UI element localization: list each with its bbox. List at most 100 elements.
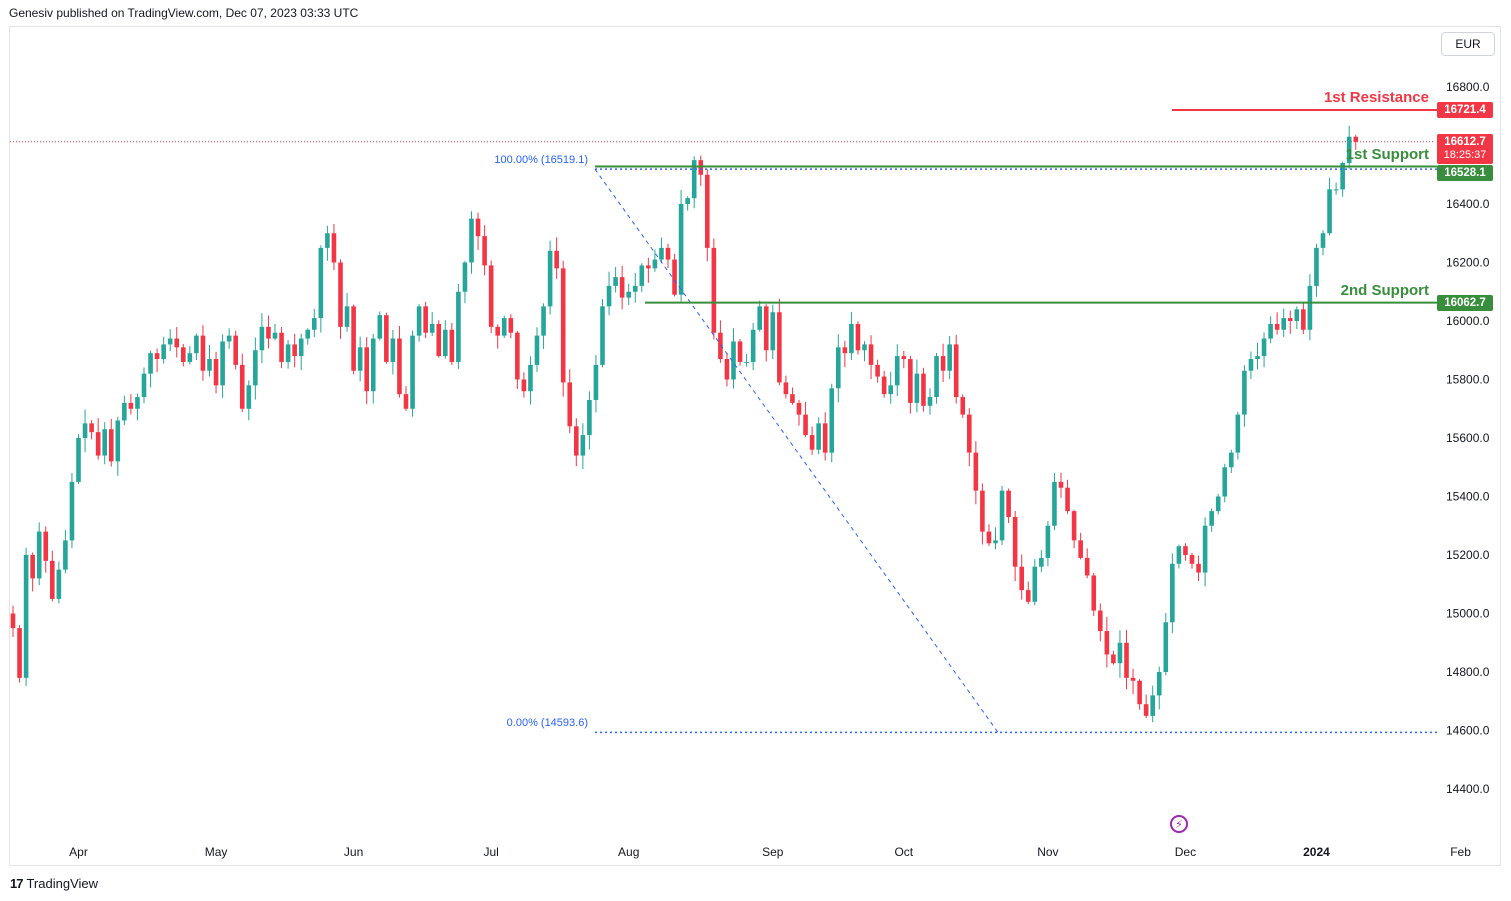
candle-body xyxy=(921,373,926,406)
y-tick-label: 16200.0 xyxy=(1446,256,1490,270)
candle-body xyxy=(17,628,22,678)
candle-body xyxy=(410,335,415,409)
candle-body xyxy=(475,218,481,237)
candle-body xyxy=(646,265,651,269)
candle-body xyxy=(95,432,101,456)
candle-body xyxy=(1340,163,1345,190)
y-tick-label: 15200.0 xyxy=(1446,548,1490,562)
candle-body xyxy=(816,423,821,450)
candle-body xyxy=(1150,695,1155,716)
candle-body xyxy=(325,233,330,248)
candle-body xyxy=(659,247,664,260)
candle-body xyxy=(1045,525,1051,558)
x-tick-label: 2024 xyxy=(1303,845,1330,859)
candle-body xyxy=(1255,356,1260,360)
candle-body xyxy=(619,277,625,298)
candle-body xyxy=(1039,557,1044,567)
candle-body xyxy=(469,218,474,263)
footer-brand[interactable]: 17 TradingView xyxy=(10,876,98,891)
candle-body xyxy=(980,490,985,532)
candle-body xyxy=(1124,642,1129,678)
support-2-price-tag: 16062.7 xyxy=(1437,294,1493,311)
candle-body xyxy=(76,438,81,482)
candle-body xyxy=(875,364,880,377)
x-tick-label: May xyxy=(205,845,228,859)
candle-body xyxy=(718,332,723,360)
candle-body xyxy=(1006,490,1011,517)
lightning-icon[interactable]: ⚡ xyxy=(1170,815,1188,833)
candle-body xyxy=(403,394,409,409)
candle-body xyxy=(364,347,369,392)
candle-body xyxy=(750,329,756,362)
candle-body xyxy=(456,291,461,362)
candle-body xyxy=(678,204,684,295)
candle-body xyxy=(1294,309,1300,321)
candle-body xyxy=(1084,557,1090,576)
y-tick-label: 16000.0 xyxy=(1446,314,1490,328)
fib-low-label: 0.00% (14593.6) xyxy=(506,717,588,730)
candle-body xyxy=(501,318,507,336)
candle-body xyxy=(587,399,592,436)
candle-body xyxy=(574,426,579,456)
candle-body xyxy=(1137,680,1142,705)
candle-body xyxy=(416,306,422,336)
candle-body xyxy=(639,265,645,286)
candle-body xyxy=(285,344,291,362)
candle-body xyxy=(881,376,887,395)
candle-body xyxy=(220,341,225,386)
candle-body xyxy=(194,335,199,354)
candle-body xyxy=(390,338,396,362)
candle-body xyxy=(56,569,62,599)
candle-body xyxy=(443,329,448,357)
candle-body xyxy=(822,423,828,453)
candle-body xyxy=(1307,285,1313,330)
candle-body xyxy=(986,531,992,544)
candle-body xyxy=(554,250,559,269)
candle-body xyxy=(606,285,612,307)
candle-body xyxy=(1287,318,1293,321)
y-tick-label: 14600.0 xyxy=(1446,724,1490,738)
candle-body xyxy=(1058,481,1064,488)
candle-body xyxy=(239,364,245,409)
candle-body xyxy=(246,385,252,409)
candle-body xyxy=(357,347,363,371)
candle-body xyxy=(1104,631,1110,655)
y-tick-label: 14400.0 xyxy=(1446,782,1490,796)
x-tick-label: Sep xyxy=(762,845,784,859)
candle-body xyxy=(488,265,494,327)
candle-body xyxy=(593,364,599,400)
candle-body xyxy=(1012,516,1018,567)
candle-body xyxy=(711,247,717,333)
x-tick-label: Feb xyxy=(1450,845,1471,859)
candle-body xyxy=(1078,540,1083,558)
candle-body xyxy=(1301,309,1306,330)
candle-body xyxy=(790,394,795,403)
candle-body xyxy=(292,344,297,357)
candle-body xyxy=(665,247,671,260)
candle-body xyxy=(731,341,736,380)
candle-body xyxy=(567,382,573,427)
candle-body xyxy=(1346,136,1352,164)
candle-body xyxy=(1071,511,1077,541)
y-tick-label: 16800.0 xyxy=(1446,80,1490,94)
candle-body xyxy=(1229,452,1234,468)
candle-body xyxy=(89,423,94,433)
candle-body xyxy=(181,347,186,362)
candle-body xyxy=(50,560,55,599)
candle-body xyxy=(541,306,546,336)
candle-body xyxy=(560,268,566,383)
candle-body xyxy=(757,306,762,330)
candle-body xyxy=(1098,610,1103,632)
candle-body xyxy=(259,326,265,351)
candle-body xyxy=(849,323,854,354)
candle-body xyxy=(102,429,107,456)
candle-body xyxy=(122,402,127,421)
candle-body xyxy=(161,344,166,360)
candle-body xyxy=(888,385,893,395)
chart-frame[interactable] xyxy=(9,26,1501,866)
currency-selector[interactable]: EUR xyxy=(1441,32,1495,56)
candle-body xyxy=(167,338,173,345)
candle-body xyxy=(1242,370,1247,415)
current-price-tag: 16612.7 18:25:37 xyxy=(1437,133,1493,164)
